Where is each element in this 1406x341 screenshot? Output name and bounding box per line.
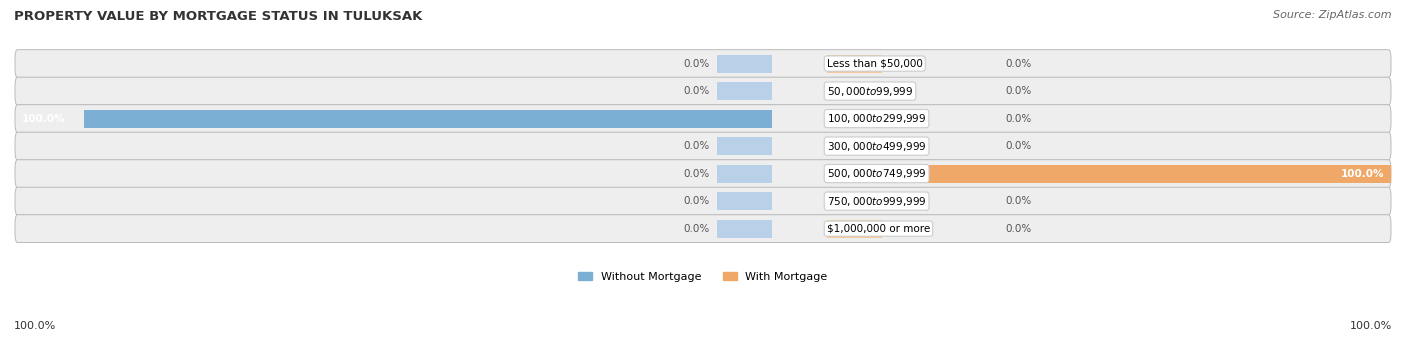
Text: Source: ZipAtlas.com: Source: ZipAtlas.com	[1274, 10, 1392, 20]
FancyBboxPatch shape	[15, 187, 1391, 215]
FancyBboxPatch shape	[15, 160, 1391, 188]
FancyBboxPatch shape	[15, 77, 1391, 105]
Text: $100,000 to $299,999: $100,000 to $299,999	[827, 112, 927, 125]
Text: 100.0%: 100.0%	[14, 321, 56, 330]
Text: Less than $50,000: Less than $50,000	[827, 59, 922, 69]
Bar	[827, 165, 1406, 182]
Text: 0.0%: 0.0%	[683, 196, 710, 206]
Text: 0.0%: 0.0%	[683, 224, 710, 234]
Text: PROPERTY VALUE BY MORTGAGE STATUS IN TULUKSAK: PROPERTY VALUE BY MORTGAGE STATUS IN TUL…	[14, 10, 422, 23]
Bar	[827, 192, 882, 210]
Bar	[827, 165, 882, 182]
Bar	[827, 110, 882, 128]
Text: $50,000 to $99,999: $50,000 to $99,999	[827, 85, 912, 98]
Text: 0.0%: 0.0%	[1005, 224, 1032, 234]
Bar	[827, 220, 882, 238]
Bar	[827, 55, 882, 73]
Bar	[717, 192, 772, 210]
Text: 0.0%: 0.0%	[1005, 196, 1032, 206]
Text: $750,000 to $999,999: $750,000 to $999,999	[827, 195, 927, 208]
Text: 100.0%: 100.0%	[1340, 168, 1384, 179]
Text: 0.0%: 0.0%	[683, 86, 710, 96]
Text: $300,000 to $499,999: $300,000 to $499,999	[827, 139, 927, 153]
Text: $500,000 to $749,999: $500,000 to $749,999	[827, 167, 927, 180]
Text: $1,000,000 or more: $1,000,000 or more	[827, 224, 931, 234]
Text: 100.0%: 100.0%	[1350, 321, 1392, 330]
FancyBboxPatch shape	[15, 132, 1391, 160]
Bar	[717, 110, 772, 128]
Bar	[717, 137, 772, 155]
Bar	[827, 137, 882, 155]
Bar	[827, 82, 882, 100]
Bar	[717, 82, 772, 100]
Text: 0.0%: 0.0%	[1005, 59, 1032, 69]
FancyBboxPatch shape	[15, 215, 1391, 242]
Text: 0.0%: 0.0%	[1005, 114, 1032, 123]
Bar	[717, 220, 772, 238]
Text: 0.0%: 0.0%	[1005, 86, 1032, 96]
Text: 100.0%: 100.0%	[22, 114, 66, 123]
Text: 0.0%: 0.0%	[683, 141, 710, 151]
Bar	[717, 55, 772, 73]
Bar	[84, 110, 772, 128]
Text: 0.0%: 0.0%	[683, 59, 710, 69]
Text: 0.0%: 0.0%	[683, 168, 710, 179]
Text: 0.0%: 0.0%	[1005, 141, 1032, 151]
FancyBboxPatch shape	[15, 50, 1391, 77]
Legend: Without Mortgage, With Mortgage: Without Mortgage, With Mortgage	[575, 268, 831, 285]
Bar	[717, 165, 772, 182]
FancyBboxPatch shape	[15, 105, 1391, 133]
